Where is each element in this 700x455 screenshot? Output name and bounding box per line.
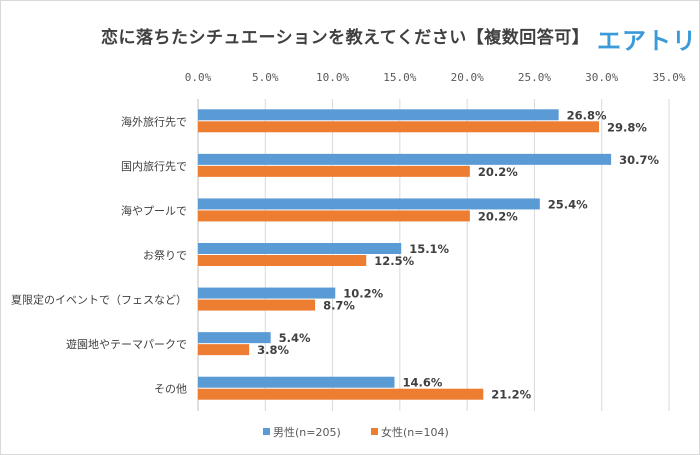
chart-title: 恋に落ちたシチュエーションを教えてください【複数回答可】 (101, 28, 590, 48)
data-label: 21.2% (491, 388, 531, 402)
category-label: その他 (154, 383, 187, 396)
data-label: 5.4% (279, 331, 311, 345)
legend-swatch (371, 428, 378, 435)
logo: エアトリ (597, 27, 697, 55)
bar-female (198, 299, 316, 311)
data-label: 20.2% (478, 209, 518, 223)
x-tick-label: 0.0% (185, 71, 212, 84)
bar-female (198, 388, 484, 400)
bar-female (198, 165, 470, 177)
bar-male (198, 153, 612, 165)
x-tick-label: 15.0% (383, 71, 416, 84)
data-label: 15.1% (409, 242, 449, 256)
bar-male (198, 376, 395, 388)
category-label: 夏限定のイベントで（フェスなど） (11, 293, 187, 307)
x-tick-label: 35.0% (652, 71, 685, 84)
category-label: 遊園地やテーマパークで (66, 337, 187, 351)
data-label: 30.7% (619, 153, 659, 167)
data-label: 29.8% (607, 120, 647, 134)
bar-female (198, 121, 600, 133)
legend-label: 女性(n=104) (381, 425, 449, 439)
category-label: お祭りで (143, 249, 187, 262)
data-label: 26.8% (567, 108, 607, 122)
x-tick-label: 5.0% (252, 71, 279, 84)
data-label: 3.8% (257, 343, 289, 357)
legend-label: 男性(n=205) (273, 425, 341, 439)
x-tick-label: 20.0% (451, 71, 484, 84)
category-label: 海外旅行先で (121, 114, 187, 128)
data-label: 14.6% (402, 376, 442, 390)
x-tick-label: 25.0% (518, 71, 551, 84)
bar-male (198, 109, 559, 121)
data-label: 20.2% (478, 165, 518, 179)
category-label: 海やプールで (121, 203, 187, 217)
bar-male (198, 332, 271, 344)
bar-male (198, 198, 540, 210)
data-label: 25.4% (548, 197, 588, 211)
bar-female (198, 344, 250, 356)
data-label: 12.5% (374, 254, 414, 268)
bar-female (198, 210, 470, 222)
data-label: 8.7% (323, 299, 355, 313)
x-tick-label: 10.0% (316, 71, 349, 84)
bar-female (198, 255, 367, 266)
legend-swatch (263, 428, 270, 435)
category-label: 国内旅行先で (121, 159, 187, 173)
bar-male (198, 287, 336, 299)
bar-male (198, 243, 402, 254)
data-label: 10.2% (343, 287, 383, 301)
x-tick-label: 30.0% (585, 71, 618, 84)
